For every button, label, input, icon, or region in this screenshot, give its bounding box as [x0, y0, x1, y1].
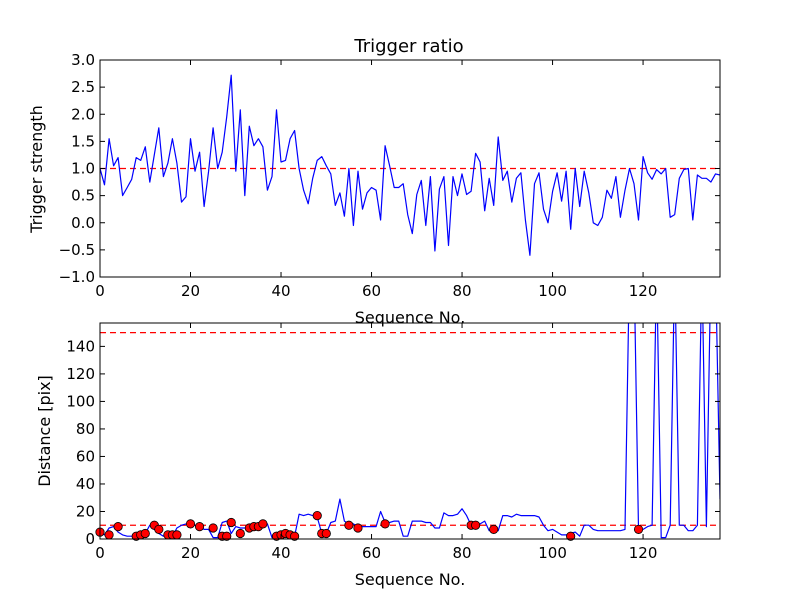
bottom-marker-point — [226, 517, 236, 528]
bottom-x-tick-label: 80 — [452, 544, 471, 562]
bottom-y-tick-label: 20 — [76, 502, 95, 520]
bottom-marker-point — [235, 528, 245, 539]
top-x-tick-label: 40 — [271, 282, 290, 300]
top-x-tick-label: 100 — [538, 282, 567, 300]
top-x-axis-label: Sequence No. — [355, 308, 466, 327]
top-y-tick-label: 2.0 — [71, 105, 95, 123]
bottom-y-axis-label: Distance [pix] — [35, 375, 54, 487]
chart-title: Trigger ratio — [353, 36, 463, 57]
top-y-tick-label: 1.5 — [71, 132, 95, 150]
bottom-series-line-0 — [100, 323, 720, 539]
bottom-marker-point — [380, 519, 390, 529]
bottom-marker-point — [222, 531, 232, 541]
bottom-x-tick-label: 100 — [538, 544, 567, 562]
top-x-tick-label: 20 — [181, 282, 200, 300]
bottom-x-tick-label: 40 — [271, 544, 290, 562]
bottom-marker-point — [208, 523, 218, 533]
top-y-tick-label: 0.5 — [71, 187, 95, 205]
bottom-marker-point — [172, 530, 182, 540]
bottom-x-tick-label: 0 — [95, 544, 105, 562]
bottom-y-tick-label: 100 — [66, 392, 95, 410]
bottom-marker-point — [312, 511, 322, 521]
top-y-tick-label: 2.5 — [71, 78, 95, 96]
bottom-y-tick-label: 40 — [76, 475, 95, 493]
bottom-x-tick-label: 60 — [362, 544, 381, 562]
bottom-x-tick-label: 20 — [181, 544, 200, 562]
bottom-x-tick-label: 120 — [629, 544, 658, 562]
top-y-axis-label: Trigger strength — [27, 105, 46, 234]
bottom-y-tick-label: 0 — [85, 530, 95, 548]
top-series-line-0 — [100, 74, 720, 256]
bottom-y-tick-label: 80 — [76, 420, 95, 438]
bottom-x-axis-label: Sequence No. — [355, 570, 466, 589]
bottom-marker-point — [321, 528, 331, 539]
top-y-tick-label: −1.0 — [59, 268, 95, 286]
top-x-tick-label: 80 — [452, 282, 471, 300]
top-x-tick-label: 120 — [629, 282, 658, 300]
top-x-tick-label: 0 — [95, 282, 105, 300]
bottom-marker-point — [353, 523, 363, 533]
bottom-marker-point — [194, 522, 205, 532]
bottom-marker-point — [344, 520, 354, 530]
bottom-marker-point — [633, 524, 644, 534]
bottom-marker-point — [113, 522, 123, 532]
bottom-plot-frame — [99, 322, 721, 540]
bottom-marker-point — [258, 519, 268, 529]
bottom-marker-point — [471, 520, 481, 530]
bottom-marker-point — [140, 528, 150, 539]
top-x-tick-label: 60 — [362, 282, 381, 300]
top-y-tick-label: −0.5 — [59, 241, 95, 259]
bottom-marker-point — [289, 531, 300, 541]
bottom-y-tick-label: 140 — [66, 337, 95, 355]
bottom-y-tick-label: 60 — [76, 447, 95, 465]
top-y-tick-label: 0.0 — [71, 214, 95, 232]
bottom-marker-point — [566, 531, 576, 541]
bottom-marker-point — [104, 530, 114, 540]
bottom-y-tick-label: 120 — [66, 365, 95, 383]
bottom-marker-point — [489, 524, 499, 534]
bottom-marker-point — [185, 519, 196, 529]
top-y-tick-label: 1.0 — [71, 160, 95, 178]
top-y-tick-label: 3.0 — [71, 51, 95, 69]
bottom-marker-point — [154, 524, 164, 534]
